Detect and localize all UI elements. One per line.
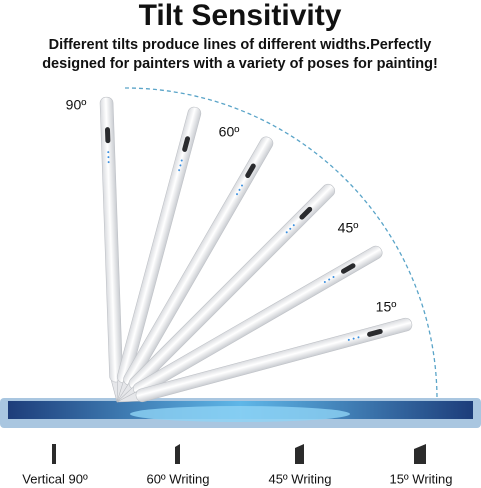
stroke-label: 45º Writing bbox=[268, 471, 331, 486]
stroke-sample bbox=[414, 444, 426, 464]
title: Tilt Sensitivity bbox=[139, 0, 342, 32]
angle-label: 45º bbox=[338, 220, 359, 236]
subtitle: Different tilts produce lines of differe… bbox=[49, 37, 432, 53]
stroke-sample bbox=[295, 444, 304, 464]
stroke-label: Vertical 90º bbox=[22, 471, 88, 486]
screen-art bbox=[130, 406, 350, 422]
angle-label: 60º bbox=[219, 124, 240, 140]
angle-label: 15º bbox=[376, 299, 397, 315]
stroke-sample bbox=[52, 444, 56, 464]
stroke-label: 60º Writing bbox=[146, 471, 209, 486]
arc bbox=[124, 87, 438, 399]
stroke-sample bbox=[175, 444, 180, 464]
angle-label: 90º bbox=[66, 97, 87, 113]
stroke-label: 15º Writing bbox=[389, 471, 452, 486]
pencils bbox=[99, 96, 414, 409]
subtitle: designed for painters with a variety of … bbox=[42, 56, 438, 72]
